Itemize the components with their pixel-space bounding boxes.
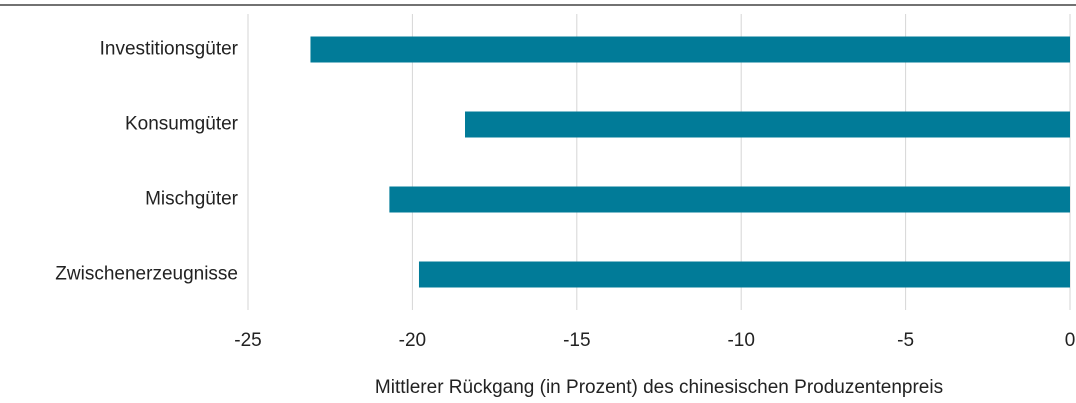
y-tick-label: Zwischenerzeugnisse (55, 264, 238, 285)
y-tick-label: Konsumgüter (125, 114, 239, 135)
bar (418, 261, 1070, 288)
y-tick-label: Investitionsgüter (100, 39, 239, 60)
x-tick-label: -20 (399, 330, 426, 351)
x-tick-label: -15 (563, 330, 590, 351)
x-tick-label: 0 (1065, 330, 1076, 351)
bar (465, 111, 1070, 138)
x-tick-label: -25 (234, 330, 261, 351)
x-axis-label: Mittlerer Rückgang (in Prozent) des chin… (375, 377, 943, 398)
x-tick-label: -10 (727, 330, 754, 351)
bar (310, 36, 1070, 63)
x-tick-label: -5 (897, 330, 914, 351)
y-tick-label: Mischgüter (145, 189, 239, 210)
bar (389, 186, 1070, 213)
